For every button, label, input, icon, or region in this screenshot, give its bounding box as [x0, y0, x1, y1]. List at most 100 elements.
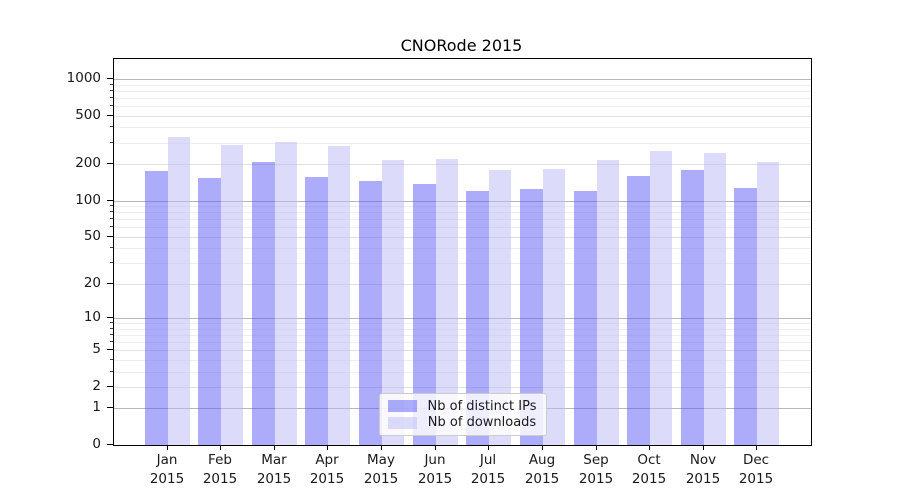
- gridline-70: [114, 219, 811, 220]
- bar-downloads-feb: [221, 145, 243, 445]
- x-tick-label-nov: Nov 2015: [675, 451, 731, 489]
- y-minor-tick-mark-3: [110, 371, 113, 372]
- x-tick-year: 2015: [738, 471, 774, 487]
- bar-downloads-nov: [704, 153, 726, 445]
- y-tick-label-0: 0: [92, 436, 101, 452]
- y-tick-mark-1: [107, 407, 113, 408]
- bar-distinct-ips-feb: [198, 178, 221, 445]
- gridline-400: [114, 127, 811, 128]
- x-tick-month: Feb: [208, 452, 232, 468]
- legend-item-distinct-ips: Nb of distinct IPs: [388, 399, 538, 414]
- x-tick-year: 2015: [256, 471, 292, 487]
- x-tick-month: Oct: [637, 452, 661, 468]
- bar-distinct-ips-mar: [252, 162, 275, 445]
- x-tick-mark-sep: [596, 446, 597, 450]
- y-minor-tick-mark-8: [110, 328, 113, 329]
- gridline-90: [114, 206, 811, 207]
- gridline-2: [114, 387, 811, 388]
- bar-downloads-may: [382, 160, 404, 445]
- y-minor-tick-mark-70: [110, 218, 113, 219]
- x-tick-month: Aug: [528, 452, 556, 468]
- x-tick-label-dec: Dec 2015: [728, 451, 784, 489]
- y-tick-mark-5: [107, 349, 113, 350]
- y-minor-tick-mark-700: [110, 97, 113, 98]
- legend-item-downloads: Nb of downloads: [388, 415, 538, 430]
- y-tick-label-5: 5: [92, 341, 101, 357]
- bar-distinct-ips-apr: [305, 177, 328, 445]
- x-tick-month: Jun: [424, 452, 446, 468]
- y-minor-tick-mark-40: [110, 247, 113, 248]
- x-tick-label-jul: Jul 2015: [460, 451, 516, 489]
- bar-distinct-ips-may: [359, 181, 382, 445]
- gridline-3: [114, 372, 811, 373]
- x-tick-mark-aug: [542, 446, 543, 450]
- y-tick-label-500: 500: [75, 107, 101, 123]
- x-tick-month: Mar: [261, 452, 287, 468]
- bar-downloads-oct: [650, 151, 672, 445]
- bar-downloads-mar: [275, 142, 297, 445]
- x-tick-year: 2015: [202, 471, 238, 487]
- x-tick-year: 2015: [309, 471, 345, 487]
- y-tick-mark-10: [107, 317, 113, 318]
- x-tick-year: 2015: [417, 471, 453, 487]
- y-tick-label-200: 200: [75, 155, 101, 171]
- gridline-30: [114, 263, 811, 264]
- x-tick-year: 2015: [524, 471, 560, 487]
- y-tick-label-1000: 1000: [66, 70, 101, 86]
- legend-label-downloads: Nb of downloads: [427, 415, 537, 431]
- gridline-80: [114, 212, 811, 213]
- x-tick-mark-nov: [703, 446, 704, 450]
- bar-distinct-ips-sep: [574, 191, 597, 445]
- x-tick-mark-oct: [649, 446, 650, 450]
- x-tick-label-may: May 2015: [353, 451, 409, 489]
- x-tick-mark-jan: [167, 446, 168, 450]
- gridline-6: [114, 342, 811, 343]
- y-minor-tick-mark-800: [110, 90, 113, 91]
- x-tick-mark-jun: [435, 446, 436, 450]
- y-tick-label-2: 2: [92, 378, 101, 394]
- x-tick-label-jan: Jan 2015: [139, 451, 195, 489]
- gridline-800: [114, 91, 811, 92]
- y-minor-tick-mark-900: [110, 84, 113, 85]
- x-tick-mark-feb: [220, 446, 221, 450]
- y-minor-tick-mark-90: [110, 205, 113, 206]
- gridline-5: [114, 350, 811, 351]
- gridline-50: [114, 237, 811, 238]
- x-tick-year: 2015: [578, 471, 614, 487]
- x-tick-year: 2015: [631, 471, 667, 487]
- x-tick-mark-mar: [274, 446, 275, 450]
- gridline-7: [114, 335, 811, 336]
- y-minor-tick-mark-300: [110, 142, 113, 143]
- gridline-600: [114, 106, 811, 107]
- x-tick-label-feb: Feb 2015: [192, 451, 248, 489]
- gridline-8: [114, 329, 811, 330]
- x-tick-month: Nov: [689, 452, 717, 468]
- legend: Nb of distinct IPs Nb of downloads: [379, 393, 547, 436]
- x-tick-mark-jul: [488, 446, 489, 450]
- x-tick-mark-apr: [327, 446, 328, 450]
- x-tick-year: 2015: [685, 471, 721, 487]
- y-tick-mark-100: [107, 200, 113, 201]
- chart-title: CNORode 2015: [400, 36, 523, 55]
- gridline-700: [114, 98, 811, 99]
- gridline-1000: [114, 79, 811, 80]
- gridline-4: [114, 360, 811, 361]
- x-tick-label-apr: Apr 2015: [299, 451, 355, 489]
- y-tick-mark-50: [107, 236, 113, 237]
- x-tick-label-jun: Jun 2015: [407, 451, 463, 489]
- y-minor-tick-mark-400: [110, 126, 113, 127]
- x-tick-month: Sep: [583, 452, 609, 468]
- x-tick-month: Apr: [315, 452, 339, 468]
- plot-area: Nb of distinct IPs Nb of downloads: [113, 58, 812, 446]
- legend-swatch-distinct-ips: [388, 400, 417, 413]
- y-minor-tick-mark-9: [110, 322, 113, 323]
- bar-downloads-jul: [489, 170, 511, 445]
- bar-distinct-ips-jul: [466, 191, 489, 445]
- bar-downloads-sep: [597, 160, 619, 445]
- bar-downloads-jan: [168, 137, 190, 445]
- x-tick-label-aug: Aug 2015: [514, 451, 570, 489]
- bar-downloads-aug: [543, 169, 565, 445]
- gridline-100: [114, 201, 811, 202]
- y-minor-tick-mark-7: [110, 334, 113, 335]
- x-tick-label-oct: Oct 2015: [621, 451, 677, 489]
